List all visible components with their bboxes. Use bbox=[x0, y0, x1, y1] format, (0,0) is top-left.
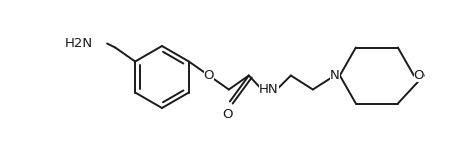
Text: N: N bbox=[330, 69, 340, 82]
Text: HN: HN bbox=[259, 83, 279, 96]
Text: O: O bbox=[414, 69, 424, 82]
Text: O: O bbox=[204, 69, 214, 82]
Text: H2N: H2N bbox=[65, 37, 93, 50]
Text: O: O bbox=[223, 108, 233, 122]
